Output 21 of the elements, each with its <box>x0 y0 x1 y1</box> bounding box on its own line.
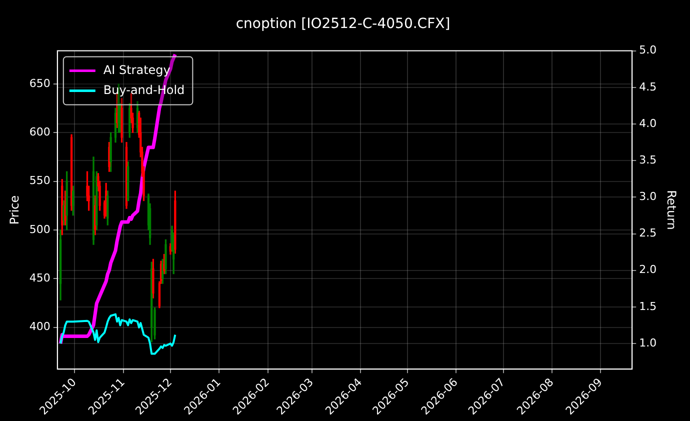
chart-title: cnoption [IO2512-C-4050.CFX] <box>236 16 450 32</box>
y-axis-title: Price <box>7 195 22 225</box>
y2-tick-label: 4.5 <box>639 80 657 94</box>
y-tick-label: 450 <box>29 271 50 284</box>
y2-axis-title: Return <box>664 190 679 230</box>
y2-tick-label: 5.0 <box>639 44 657 57</box>
y2-tick-label: 1.5 <box>639 300 657 313</box>
y-tick-label: 550 <box>29 174 50 188</box>
candlestick <box>120 98 123 143</box>
y-tick-label: 650 <box>29 76 50 90</box>
y2-tick-label: 2.5 <box>639 226 657 240</box>
y2-tick-label: 1.0 <box>639 336 657 350</box>
y2-tick-label: 3.5 <box>639 153 657 166</box>
candlestick <box>66 171 68 230</box>
candlestick <box>110 132 112 172</box>
y2-tick-label: 3.0 <box>639 190 657 204</box>
y2-tick-label: 2.0 <box>639 263 657 276</box>
y-tick-label: 400 <box>29 320 50 334</box>
y2-tick-label: 4.0 <box>639 116 657 130</box>
y-tick-label: 600 <box>29 125 50 138</box>
y-tick-label: 500 <box>29 222 50 236</box>
